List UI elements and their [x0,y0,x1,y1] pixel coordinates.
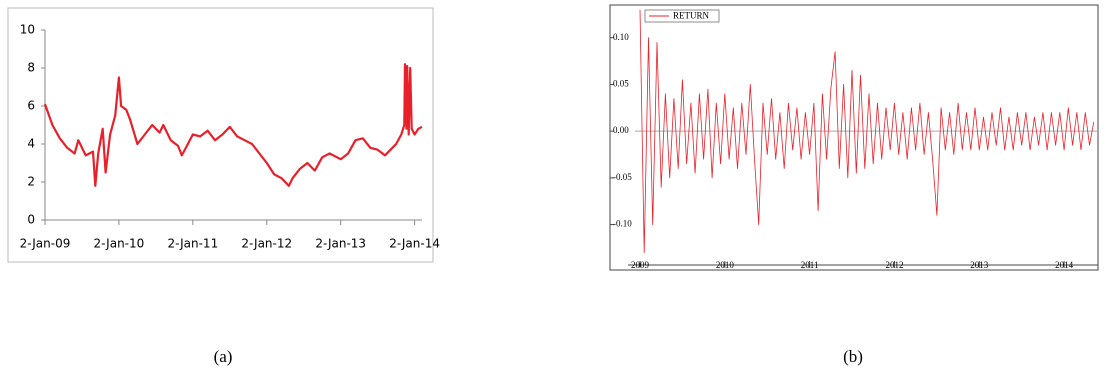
chart-b-frame [609,4,1099,271]
x-tick-label: 2-Jan-12 [241,237,292,251]
x-tick-label: 2014 [1055,260,1074,270]
y-tick-label: 0 [27,213,35,227]
x-tick-label: 2011 [801,260,819,270]
y-tick-label: -0.05 [613,172,632,182]
chart-a: 0 2 4 6 8 10 2-Jan-09 2-Jan-10 2-Jan-11 2-Jan-12 2… [20,23,440,251]
y-tick-label: 0.10 [613,32,629,42]
legend-box [644,9,720,23]
y-tick-label: 8 [27,61,35,75]
x-tick-label: 2010 [716,260,735,270]
line-series [43,63,423,187]
x-tick-label: 2012 [885,260,903,270]
y-tick-label: 2 [27,175,35,189]
y-tick-label: 0.00 [613,125,629,135]
y-tick-label: 4 [27,137,35,151]
caption: (b) [843,347,863,366]
x-tick-label: 2009 [631,260,650,270]
y-tick-label: -0.10 [613,219,632,229]
x-tick-label: 2-Jan-11 [167,237,218,251]
legend-label: RETURN [673,11,710,21]
y-tick-label: 10 [20,23,35,37]
caption: (a) [214,347,233,366]
x-tick-label: 2-Jan-10 [94,237,145,251]
y-tick-label: 0.05 [613,78,629,88]
x-tick-label: 2-Jan-14 [389,237,440,251]
y-tick-label: 6 [27,99,35,113]
x-tick-label: 2-Jan-13 [315,237,366,251]
line-series [639,9,1095,254]
x-tick-label: 2-Jan-09 [20,237,71,251]
chart-b: 0.10 0.05 0.00 -0.05 -0.10 2009 2010 2011 2012 20… [610,9,1098,270]
x-tick-label: 2013 [970,260,989,270]
